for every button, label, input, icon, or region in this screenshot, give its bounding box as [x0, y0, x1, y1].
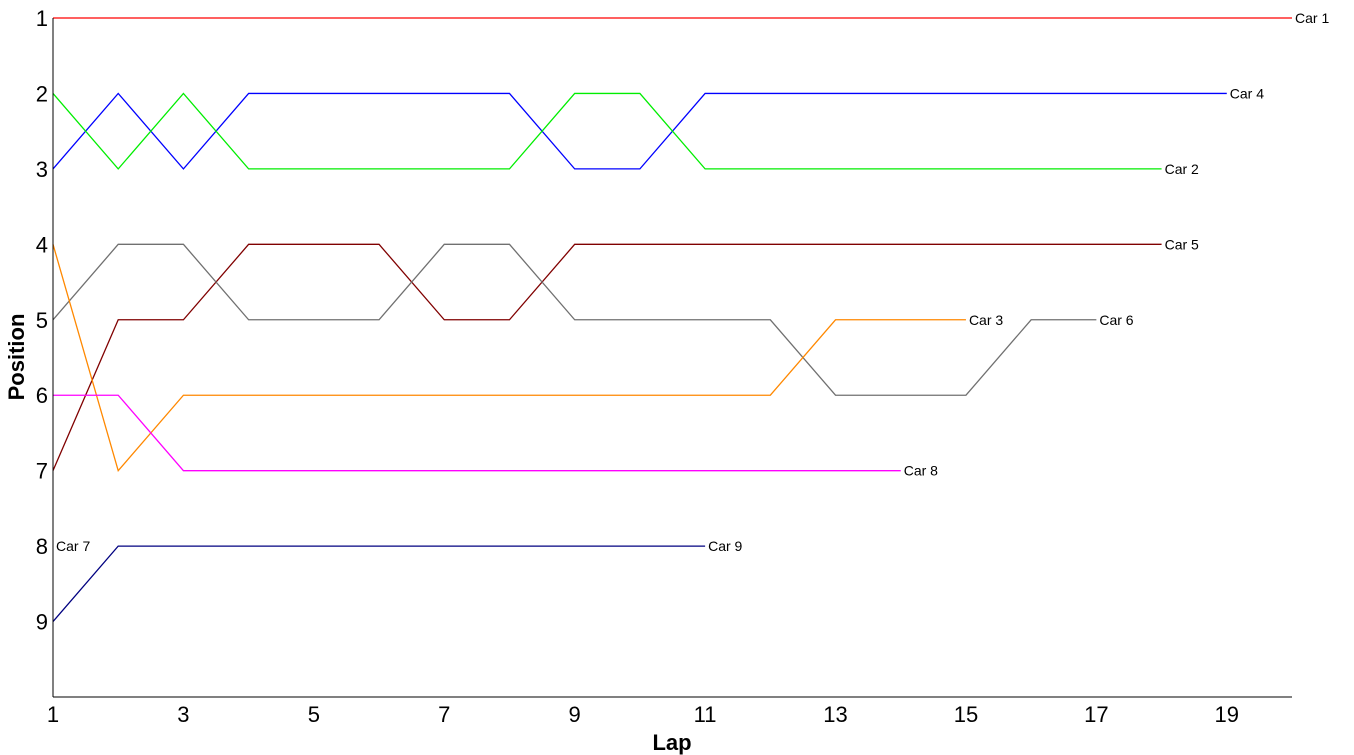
y-axis-label: Position: [4, 314, 29, 401]
x-tick-label: 17: [1084, 702, 1108, 727]
series-line-car-2: [52, 92, 1162, 170]
y-tick-label: 3: [36, 157, 48, 182]
series-layer: [52, 17, 1292, 622]
series-label-car-2: Car 2: [1165, 161, 1199, 177]
series-label-car-3: Car 3: [969, 312, 1003, 328]
x-tick-label: 15: [954, 702, 978, 727]
series-label-car-6: Car 6: [1099, 312, 1133, 328]
axes: [52, 18, 1292, 698]
series-end-labels: Car 1 Car 4 Car 2 Car 5 Car 6 Car 3 Car 8 Car 9…: [56, 10, 1329, 554]
x-tick-label: 7: [438, 702, 450, 727]
x-tick-label: 13: [823, 702, 847, 727]
y-tick-label: 7: [36, 459, 48, 484]
x-tick-label: 1: [47, 702, 59, 727]
series-label-car-7: Car 7: [56, 538, 90, 554]
y-tick-label: 8: [36, 534, 48, 559]
series-label-car-8: Car 8: [904, 463, 938, 479]
series-label-car-9: Car 9: [708, 538, 742, 554]
x-tick-label: 9: [569, 702, 581, 727]
x-axis-label: Lap: [652, 730, 691, 755]
series-line-car-8: [53, 394, 901, 472]
y-tick-label: 9: [36, 610, 48, 635]
y-tick-label: 4: [36, 232, 48, 257]
x-tick-label: 5: [308, 702, 320, 727]
y-tick-label: 2: [36, 81, 48, 106]
x-tick-label: 19: [1215, 702, 1239, 727]
series-line-car-9: [52, 545, 706, 622]
x-tick-label: 11: [694, 702, 717, 727]
series-line-car-5: [52, 243, 1162, 471]
y-tick-label: 5: [36, 308, 48, 333]
y-tick-label: 1: [36, 6, 48, 31]
series-line-car-6: [52, 243, 1097, 396]
series-label-car-1: Car 1: [1295, 10, 1329, 26]
series-label-car-5: Car 5: [1165, 236, 1199, 252]
series-line-car-3: [52, 244, 966, 472]
series-label-car-4: Car 4: [1230, 85, 1264, 101]
series-line-car-4: [52, 92, 1227, 170]
y-tick-label: 6: [36, 383, 48, 408]
x-tick-label: 3: [177, 702, 189, 727]
